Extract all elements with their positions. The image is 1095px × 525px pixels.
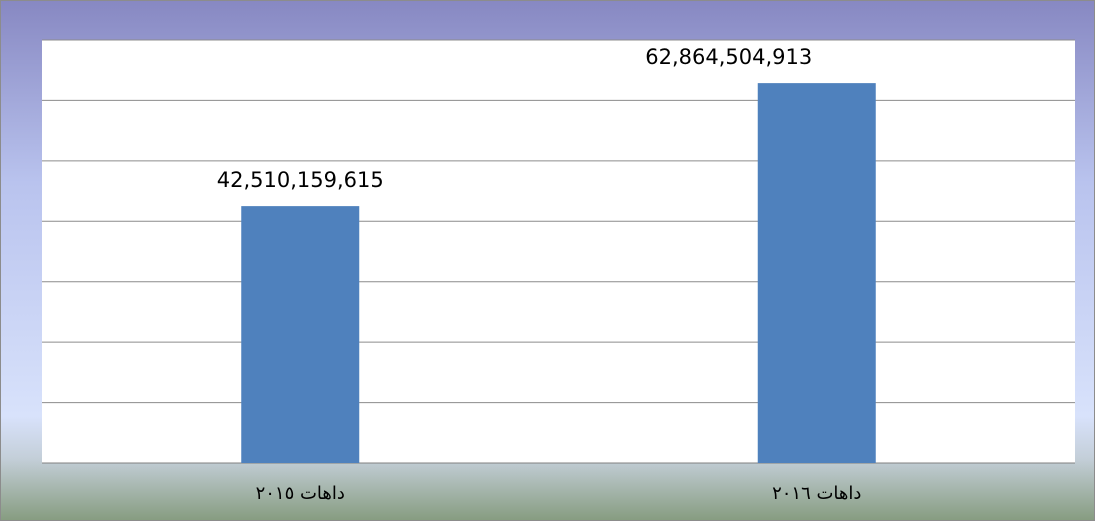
- x-tick-label: داهات ٢٠١٥: [256, 483, 345, 504]
- x-tick-label: داهات ٢٠١٦: [772, 483, 861, 504]
- data-label: 62,864,504,913: [645, 45, 812, 69]
- bar: [757, 83, 876, 463]
- bar: [241, 206, 360, 463]
- plot-area: [42, 40, 1075, 463]
- data-label: 42,510,159,615: [217, 168, 384, 192]
